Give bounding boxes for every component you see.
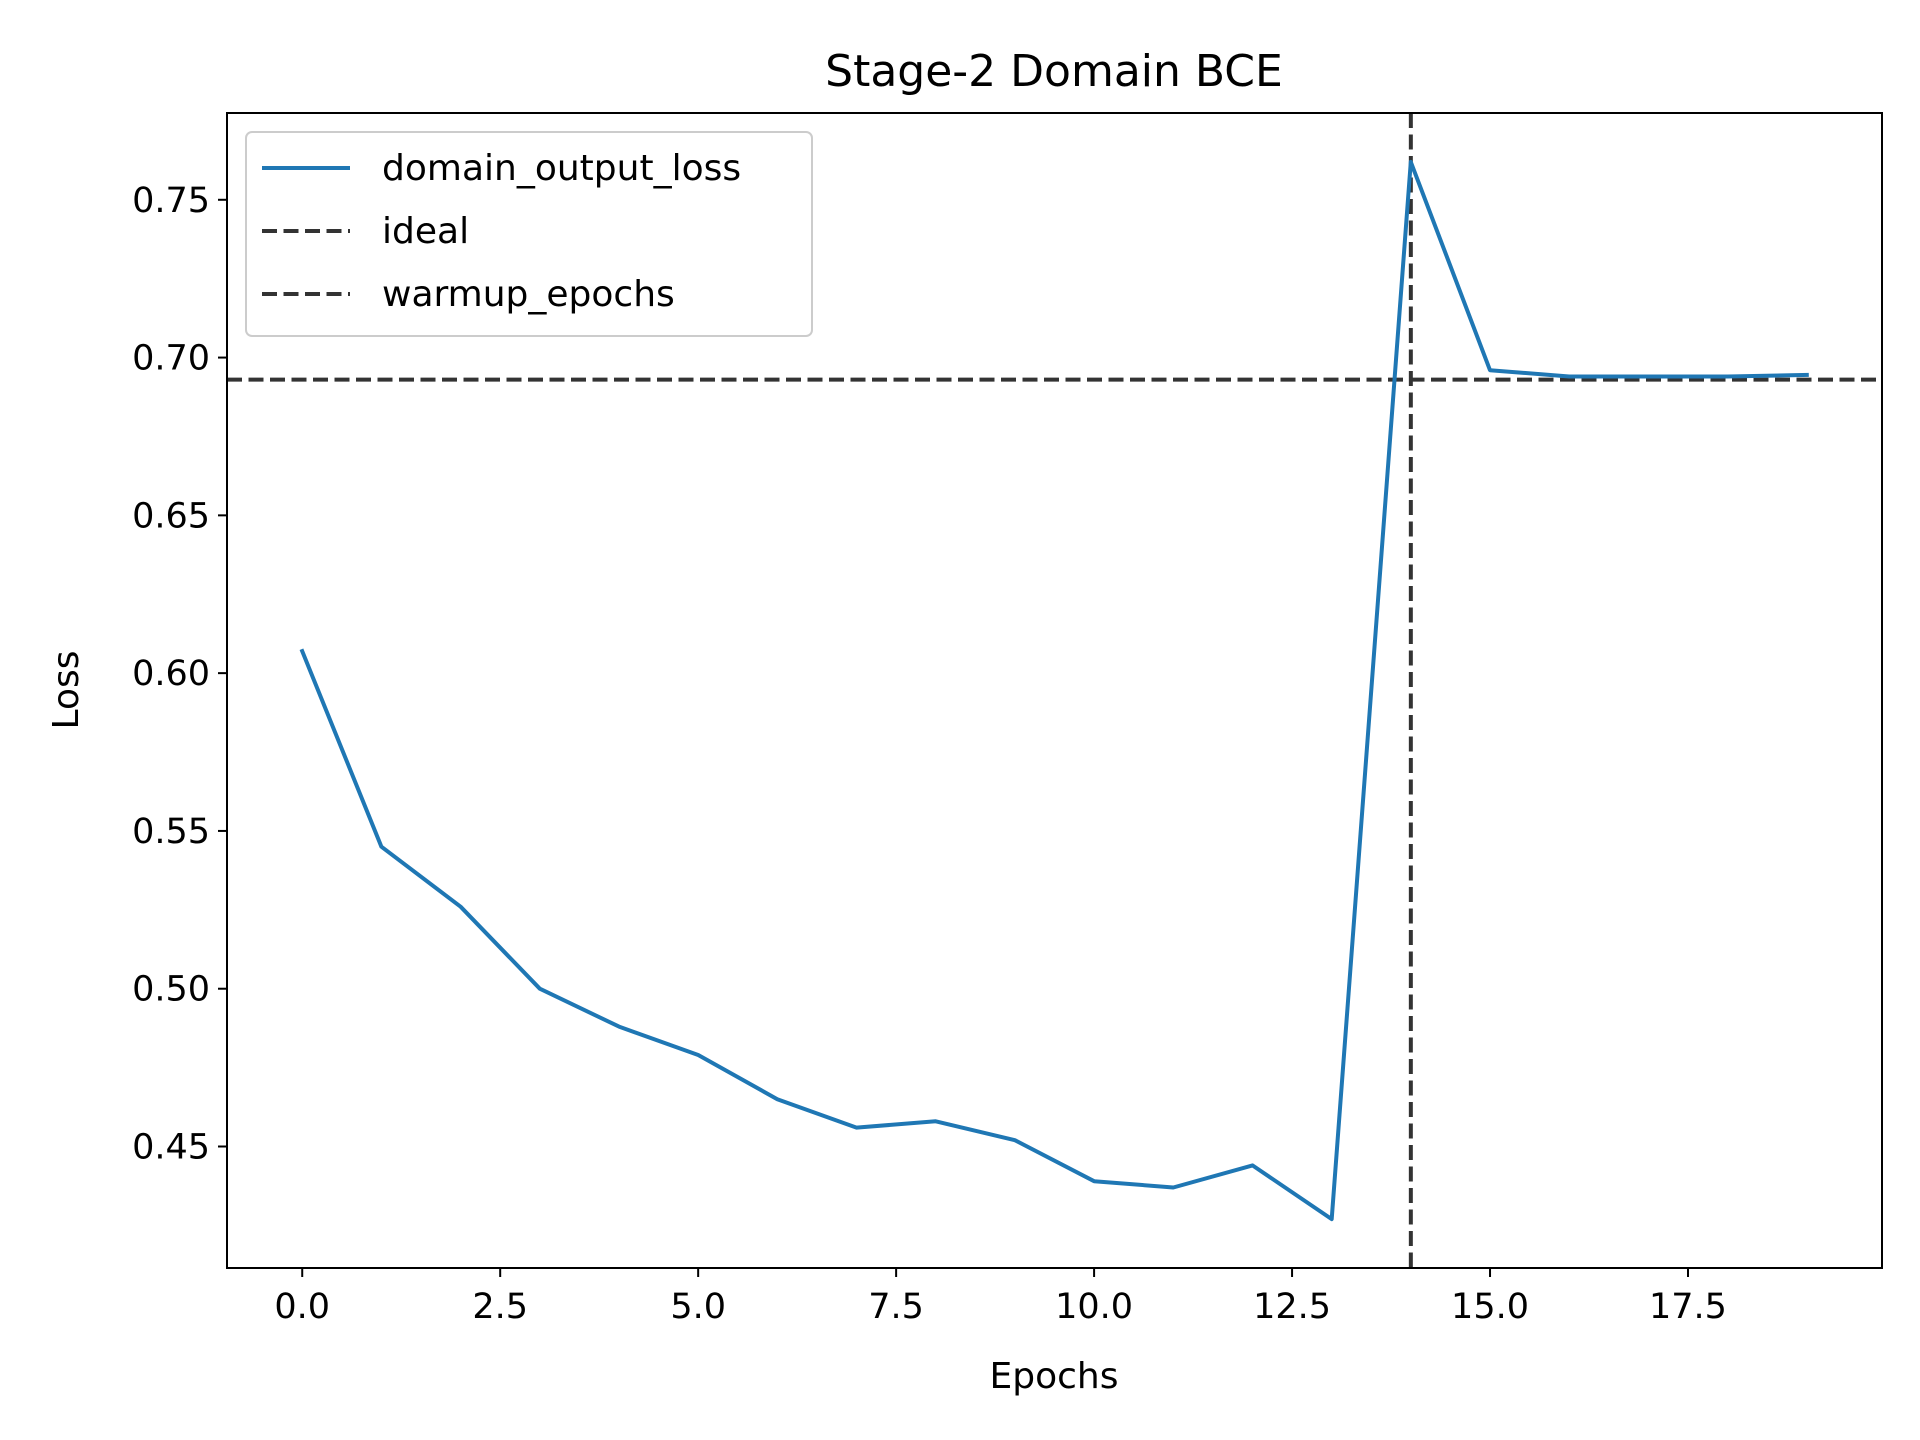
y-axis-label: Loss bbox=[46, 651, 87, 730]
series-line-domain-output-loss bbox=[299, 159, 1809, 1222]
x-axis-label: Epochs bbox=[990, 1356, 1119, 1397]
y-tick-label: 0.70 bbox=[132, 339, 210, 379]
x-tick-label: 2.5 bbox=[472, 1287, 528, 1327]
y-tick-label: 0.60 bbox=[132, 654, 210, 694]
y-tick-label: 0.45 bbox=[132, 1128, 210, 1168]
legend-box bbox=[245, 131, 813, 337]
y-tick-label: 0.65 bbox=[132, 496, 210, 536]
plot-frame bbox=[226, 112, 1883, 1269]
x-tick-label: 15.0 bbox=[1451, 1287, 1529, 1327]
x-tick-label: 12.5 bbox=[1253, 1287, 1331, 1327]
y-axis-ticks: 0.45 0.50 0.55 0.60 0.65 0.70 0.75 bbox=[132, 181, 227, 1168]
x-tick-label: 7.5 bbox=[868, 1287, 924, 1327]
y-tick-label: 0.50 bbox=[132, 970, 210, 1010]
x-tick-label: 5.0 bbox=[670, 1287, 726, 1327]
y-tick-label: 0.55 bbox=[132, 812, 210, 852]
x-axis-ticks: 0.0 2.5 5.0 7.5 10.0 12.5 15.0 17.5 bbox=[274, 1268, 1727, 1327]
legend-label: warmup_epochs bbox=[382, 274, 675, 315]
series-layer bbox=[299, 159, 1809, 1222]
reference-lines bbox=[227, 113, 1882, 1268]
chart-title: Stage-2 Domain BCE bbox=[825, 46, 1283, 97]
x-tick-label: 0.0 bbox=[274, 1287, 330, 1327]
legend-label: ideal bbox=[382, 211, 469, 252]
x-tick-label: 17.5 bbox=[1649, 1287, 1727, 1327]
legend-label: domain_output_loss bbox=[382, 148, 741, 189]
y-tick-label: 0.75 bbox=[132, 181, 210, 221]
x-tick-label: 10.0 bbox=[1055, 1287, 1133, 1327]
